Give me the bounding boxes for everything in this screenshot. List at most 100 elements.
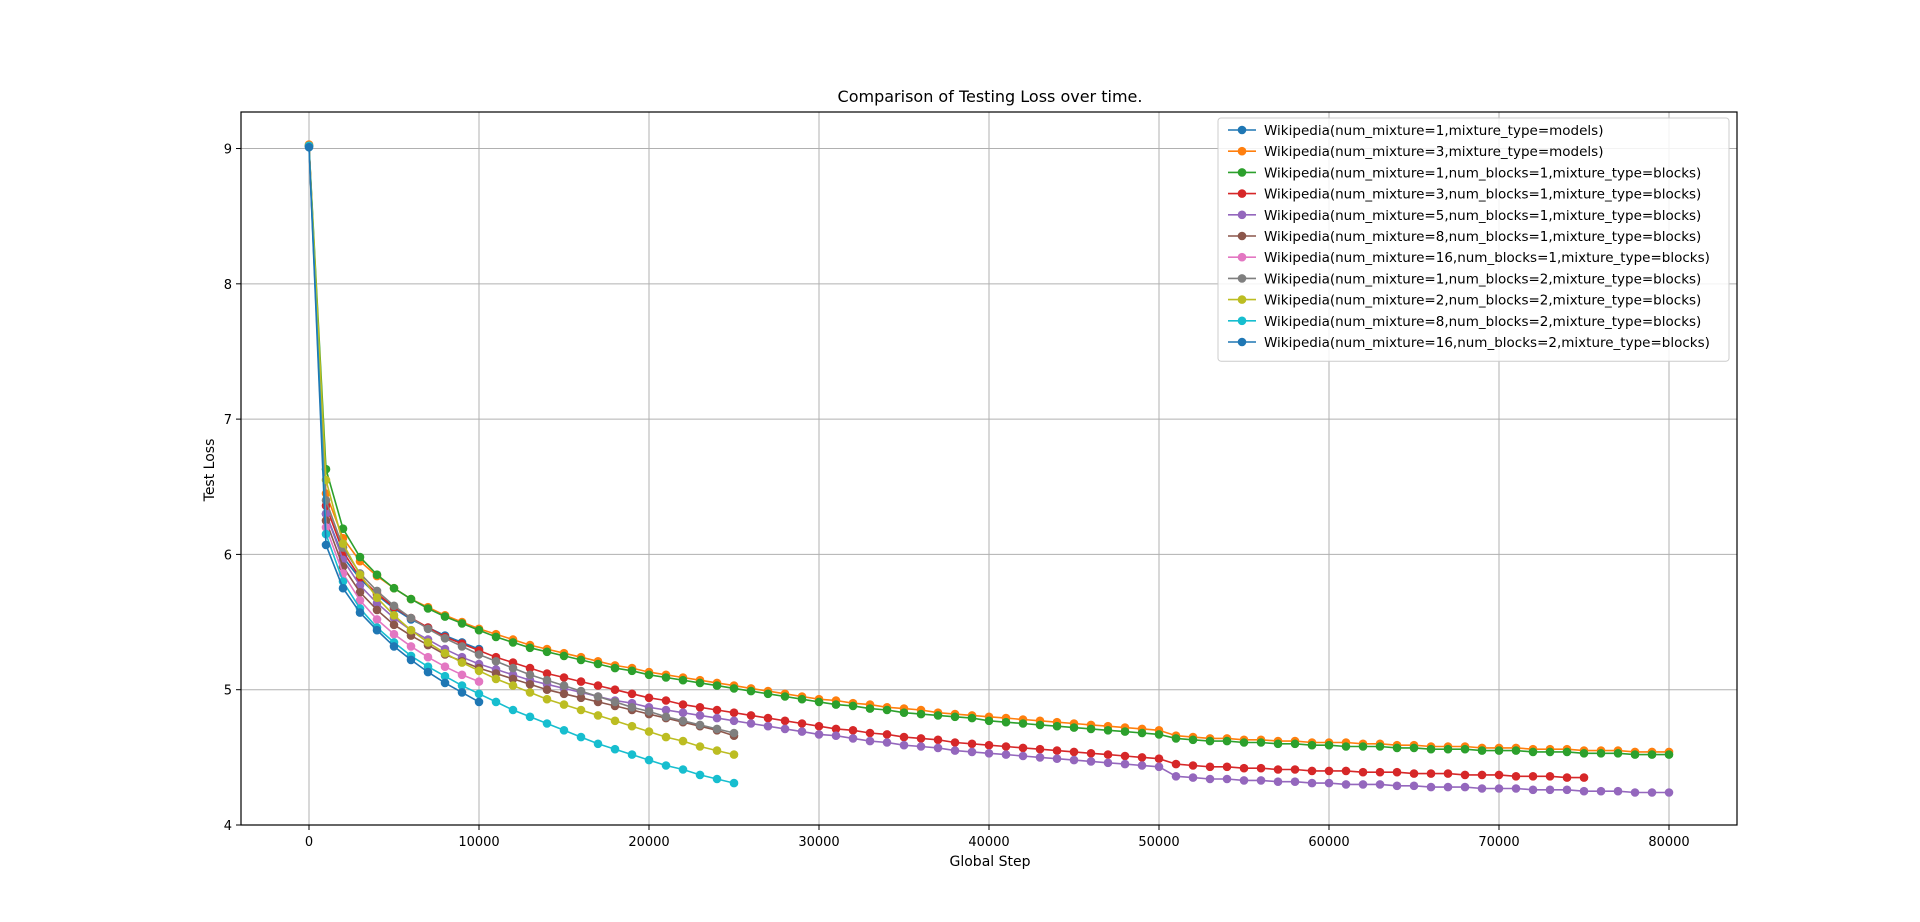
legend-label: Wikipedia(num_mixture=1,num_blocks=2,mix… <box>1264 271 1701 287</box>
data-point <box>372 570 382 579</box>
data-point <box>1494 746 1504 755</box>
data-point <box>508 681 518 690</box>
legend-item: Wikipedia(num_mixture=3,num_blocks=1,mix… <box>1228 187 1701 203</box>
data-point <box>1052 754 1062 763</box>
data-point <box>338 524 348 533</box>
data-point <box>678 675 688 685</box>
data-point <box>1256 763 1266 773</box>
data-point <box>848 734 858 743</box>
data-point <box>525 670 535 680</box>
data-point <box>1035 720 1045 730</box>
data-point <box>950 746 960 755</box>
data-point <box>1239 738 1249 747</box>
legend-marker <box>1237 231 1247 241</box>
legend-box <box>1217 117 1730 362</box>
data-point <box>950 712 960 722</box>
data-point <box>1460 782 1470 792</box>
axes: 0 10000 20000 30000 40000 50000 60000 70000 8000… <box>224 143 1690 850</box>
data-point <box>576 693 586 703</box>
data-point <box>372 586 382 596</box>
data-point <box>593 659 603 669</box>
data-point <box>1035 753 1045 762</box>
data-point <box>610 663 620 673</box>
data-point <box>1477 746 1487 755</box>
data-point <box>1171 734 1181 743</box>
data-point <box>831 700 841 709</box>
data-point <box>406 655 416 665</box>
data-point <box>627 750 637 759</box>
data-point <box>1307 778 1317 788</box>
legend-label: Wikipedia(num_mixture=16,num_blocks=1,mi… <box>1264 250 1710 266</box>
data-point <box>1171 759 1181 769</box>
data-point <box>389 642 399 651</box>
y-tick-label: 8 <box>224 278 232 293</box>
data-point <box>712 713 722 723</box>
data-point <box>1664 750 1674 759</box>
data-point <box>1392 767 1402 777</box>
data-point <box>1001 742 1011 751</box>
data-point <box>848 701 858 711</box>
data-point <box>1120 751 1130 761</box>
data-point <box>695 678 705 688</box>
data-point <box>729 716 739 726</box>
data-point <box>576 677 586 686</box>
data-point <box>1137 761 1147 770</box>
data-point <box>1324 740 1334 750</box>
data-point <box>576 732 586 742</box>
y-axis-label: Test Loss <box>202 439 218 503</box>
data-point <box>1630 750 1640 759</box>
data-point <box>1069 723 1079 732</box>
data-point <box>474 625 484 635</box>
data-point <box>1307 740 1317 750</box>
data-point <box>508 674 518 684</box>
data-point <box>1341 742 1351 751</box>
data-point <box>1511 746 1521 755</box>
data-point <box>1494 770 1504 780</box>
x-tick-label: 20000 <box>628 835 669 850</box>
data-point <box>1035 744 1045 754</box>
data-point <box>1205 774 1215 784</box>
x-tick-label: 10000 <box>458 835 499 850</box>
data-point <box>865 704 875 713</box>
data-point <box>1154 754 1164 763</box>
data-point <box>1409 743 1419 753</box>
data-point <box>457 619 467 628</box>
data-point <box>576 655 586 665</box>
data-point <box>1052 721 1062 731</box>
data-point <box>916 734 926 743</box>
data-point <box>593 739 603 749</box>
data-point <box>1647 788 1657 797</box>
data-point <box>406 613 416 623</box>
data-point <box>542 669 552 678</box>
data-point <box>321 540 331 550</box>
data-point <box>372 593 382 602</box>
data-point <box>457 681 467 690</box>
data-point <box>1018 743 1028 753</box>
data-point <box>559 700 569 709</box>
data-point <box>406 594 416 604</box>
data-point <box>1120 727 1130 736</box>
legend-marker <box>1237 316 1247 326</box>
data-point <box>967 739 977 749</box>
data-point <box>559 689 569 699</box>
data-point <box>780 692 790 701</box>
x-tick-label: 80000 <box>1648 835 1689 850</box>
data-point <box>814 697 824 707</box>
data-point <box>899 732 909 742</box>
legend-marker <box>1237 210 1247 220</box>
data-point <box>1613 786 1623 796</box>
data-point <box>1426 744 1436 754</box>
legend-marker <box>1237 189 1247 198</box>
data-point <box>593 692 603 701</box>
data-point <box>1222 736 1232 746</box>
legend-item: Wikipedia(num_mixture=1,num_blocks=1,mix… <box>1228 165 1701 181</box>
data-point <box>1426 769 1436 778</box>
data-point <box>1103 750 1113 759</box>
data-point <box>1460 770 1470 780</box>
data-point <box>1528 747 1538 757</box>
data-point <box>440 612 450 621</box>
data-point <box>576 686 586 696</box>
data-point <box>644 670 654 680</box>
data-point <box>355 570 365 579</box>
chart-title: Comparison of Testing Loss over time. <box>838 87 1143 106</box>
